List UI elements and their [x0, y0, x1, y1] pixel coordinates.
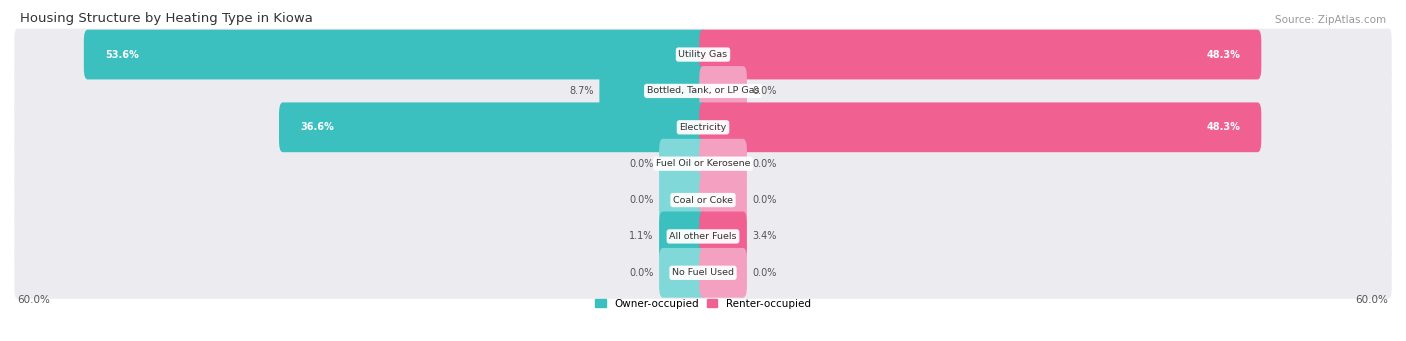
FancyBboxPatch shape: [278, 102, 707, 152]
Text: 0.0%: 0.0%: [630, 159, 654, 169]
Text: 3.4%: 3.4%: [752, 232, 776, 241]
Text: 8.7%: 8.7%: [569, 86, 593, 96]
Text: 0.0%: 0.0%: [752, 195, 776, 205]
FancyBboxPatch shape: [14, 247, 1392, 299]
Text: 48.3%: 48.3%: [1206, 49, 1240, 60]
Text: 36.6%: 36.6%: [299, 122, 333, 132]
FancyBboxPatch shape: [14, 210, 1392, 262]
Text: 0.0%: 0.0%: [752, 159, 776, 169]
FancyBboxPatch shape: [14, 174, 1392, 226]
FancyBboxPatch shape: [659, 175, 707, 225]
FancyBboxPatch shape: [699, 175, 747, 225]
Text: Electricity: Electricity: [679, 123, 727, 132]
FancyBboxPatch shape: [14, 138, 1392, 190]
FancyBboxPatch shape: [699, 66, 747, 116]
Text: Coal or Coke: Coal or Coke: [673, 195, 733, 205]
FancyBboxPatch shape: [14, 65, 1392, 117]
Text: Housing Structure by Heating Type in Kiowa: Housing Structure by Heating Type in Kio…: [20, 12, 312, 25]
Text: 0.0%: 0.0%: [630, 195, 654, 205]
FancyBboxPatch shape: [699, 102, 1261, 152]
FancyBboxPatch shape: [14, 29, 1392, 80]
Text: 0.0%: 0.0%: [752, 86, 776, 96]
Text: 0.0%: 0.0%: [752, 268, 776, 278]
Text: 48.3%: 48.3%: [1206, 122, 1240, 132]
Text: Utility Gas: Utility Gas: [679, 50, 727, 59]
Text: 0.0%: 0.0%: [630, 268, 654, 278]
FancyBboxPatch shape: [699, 211, 747, 261]
Text: No Fuel Used: No Fuel Used: [672, 268, 734, 277]
FancyBboxPatch shape: [699, 248, 747, 298]
Text: 60.0%: 60.0%: [1355, 295, 1389, 305]
Text: 1.1%: 1.1%: [630, 232, 654, 241]
FancyBboxPatch shape: [599, 66, 707, 116]
Text: Source: ZipAtlas.com: Source: ZipAtlas.com: [1275, 15, 1386, 25]
FancyBboxPatch shape: [699, 139, 747, 189]
Legend: Owner-occupied, Renter-occupied: Owner-occupied, Renter-occupied: [595, 298, 811, 309]
Text: Bottled, Tank, or LP Gas: Bottled, Tank, or LP Gas: [647, 86, 759, 95]
FancyBboxPatch shape: [659, 211, 707, 261]
FancyBboxPatch shape: [699, 30, 1261, 79]
FancyBboxPatch shape: [659, 139, 707, 189]
Text: All other Fuels: All other Fuels: [669, 232, 737, 241]
FancyBboxPatch shape: [84, 30, 707, 79]
Text: 60.0%: 60.0%: [17, 295, 51, 305]
FancyBboxPatch shape: [14, 101, 1392, 153]
FancyBboxPatch shape: [659, 248, 707, 298]
Text: 53.6%: 53.6%: [105, 49, 139, 60]
Text: Fuel Oil or Kerosene: Fuel Oil or Kerosene: [655, 159, 751, 168]
